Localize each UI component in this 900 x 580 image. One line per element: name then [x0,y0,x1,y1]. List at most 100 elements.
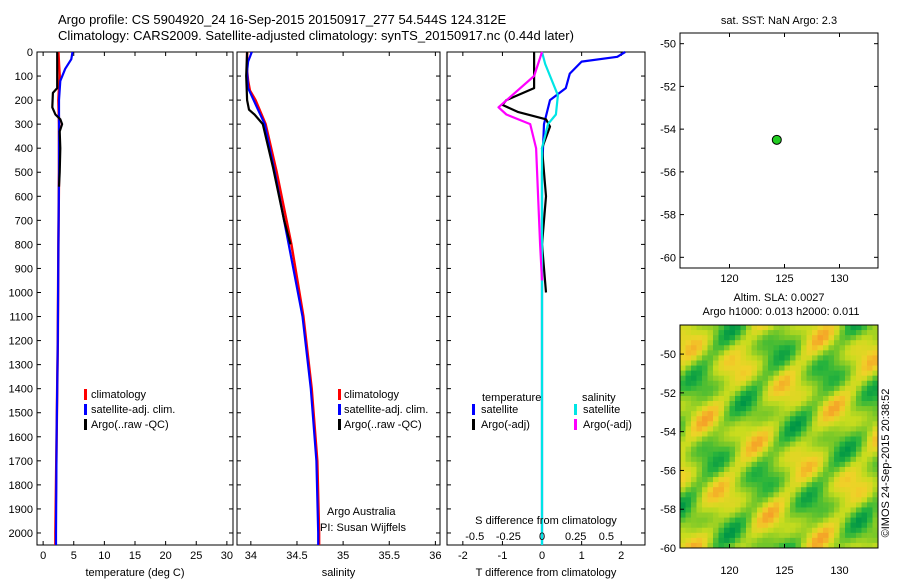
sla-heatmap-cell [746,537,752,544]
sla-heatmap-cell [839,360,846,366]
difference-series-argo [501,52,552,293]
sla-heatmap-cell [691,395,697,402]
sla-heatmap-cell [746,471,752,478]
sla-heatmap-cell [828,487,835,493]
sla-heatmap-cell [779,436,785,442]
sla-heatmap-cell [861,517,868,524]
sla-heatmap-cell [707,471,714,478]
sla-heatmap-cell [718,441,725,448]
sla-heatmap-cell [751,517,758,524]
sla-heatmap-cell [751,451,758,458]
sla-heatmap-cell [828,492,835,498]
difference-legend-label: Argo(-adj) [583,419,632,431]
sla-heatmap-cell [702,325,708,331]
salinity-legend-label: Argo(..raw -QC) [344,419,422,431]
sla-heatmap-cell [685,345,692,351]
sla-heatmap-cell [779,461,785,468]
sla-heatmap-cell [790,426,796,432]
sla-heatmap-cell [762,340,769,346]
sla-heatmap-cell [784,345,791,351]
sla-heatmap-cell [757,512,763,518]
sla-heatmap-cell [735,395,741,402]
sla-heatmap-cell [729,375,736,382]
sla-heatmap-cell [707,375,714,382]
sla-heatmap-cell [861,401,868,407]
sla-heatmap-cell [768,532,774,539]
sla-heatmap-cell [856,406,862,412]
sla-heatmap-cell [817,441,824,448]
sla-x-tick-label: 130 [830,565,848,577]
sla-heatmap-cell [779,375,785,382]
sla-heatmap-cell [801,527,807,534]
sla-heatmap-cell [696,492,703,498]
sla-heatmap-cell [872,522,879,529]
sla-heatmap-cell [823,477,829,483]
sla-heatmap-cell [751,390,758,397]
salinity-x-tick-label: 35.5 [379,550,400,562]
sla-heatmap-cell [845,466,851,473]
sla-heatmap-cell [817,340,824,346]
sla-heatmap-cell [680,330,686,336]
sla-heatmap-cell [845,512,851,518]
sla-heatmap-cell [823,335,829,341]
sla-heatmap-cell [806,507,813,513]
sla-heatmap-cell [702,522,708,529]
sla-heatmap-cell [685,446,692,453]
sla-heatmap-cell [834,461,840,468]
sla-heatmap-cell [702,456,708,463]
sla-heatmap-cell [845,477,851,483]
sla-heatmap-cell [729,411,736,417]
sla-heatmap-cell [757,406,763,412]
sla-heatmap-cell [790,522,796,529]
sla-heatmap-cell [817,461,824,468]
sla-heatmap-cell [696,355,703,361]
sla-heatmap-cell [691,537,697,544]
sla-heatmap-cell [757,517,763,524]
sla-heatmap-cell [707,401,714,407]
sla-heatmap-cell [828,380,835,387]
sla-heatmap-cell [718,421,725,427]
sla-heatmap-cell [685,471,692,478]
sla-heatmap-cell [746,456,752,463]
sla-heatmap-cell [724,502,730,508]
sla-heatmap-cell [724,461,730,468]
sla-heatmap-cell [817,431,824,437]
sla-heatmap-cell [861,330,868,336]
sla-heatmap-cell [718,542,725,549]
sla-heatmap-cell [839,446,846,453]
sla-heatmap-cell [718,436,725,442]
sla-heatmap-cell [856,482,862,488]
sla-heatmap-cell [872,477,879,483]
sla-heatmap-cell [740,330,747,336]
sla-heatmap-cell [773,441,780,448]
sla-heatmap-cell [867,380,873,387]
sla-heatmap-cell [867,487,873,493]
sla-heatmap-cell [724,466,730,473]
sla-heatmap-cell [691,345,697,351]
sla-heatmap-cell [872,512,879,518]
temperature-plot-frame [36,51,234,546]
sla-heatmap-cell [740,385,747,392]
sla-heatmap-cell [779,370,785,377]
sla-heatmap-cell [696,517,703,524]
sla-heatmap-cell [845,456,851,463]
sla-heatmap-cell [845,471,851,478]
sla-heatmap-cell [707,385,714,392]
sla-heatmap-cell [696,512,703,518]
sla-heatmap-cell [779,466,785,473]
sla-heatmap-cell [740,355,747,361]
sla-heatmap-cell [806,512,813,518]
sla-heatmap-cell [702,390,708,397]
sla-heatmap-cell [779,330,785,336]
temperature-y-tick-label: 500 [15,167,33,179]
sla-heatmap-cell [845,411,851,417]
sla-heatmap-cell [718,335,725,341]
sla-heatmap-cell [795,487,802,493]
sla-heatmap-cell [795,345,802,351]
sla-heatmap-cell [784,542,791,549]
sla-heatmap-cell [735,512,741,518]
sla-heatmap-cell [850,375,857,382]
sla-heatmap-cell [795,421,802,427]
sla-heatmap-cell [691,446,697,453]
sla-heatmap-cell [823,390,829,397]
